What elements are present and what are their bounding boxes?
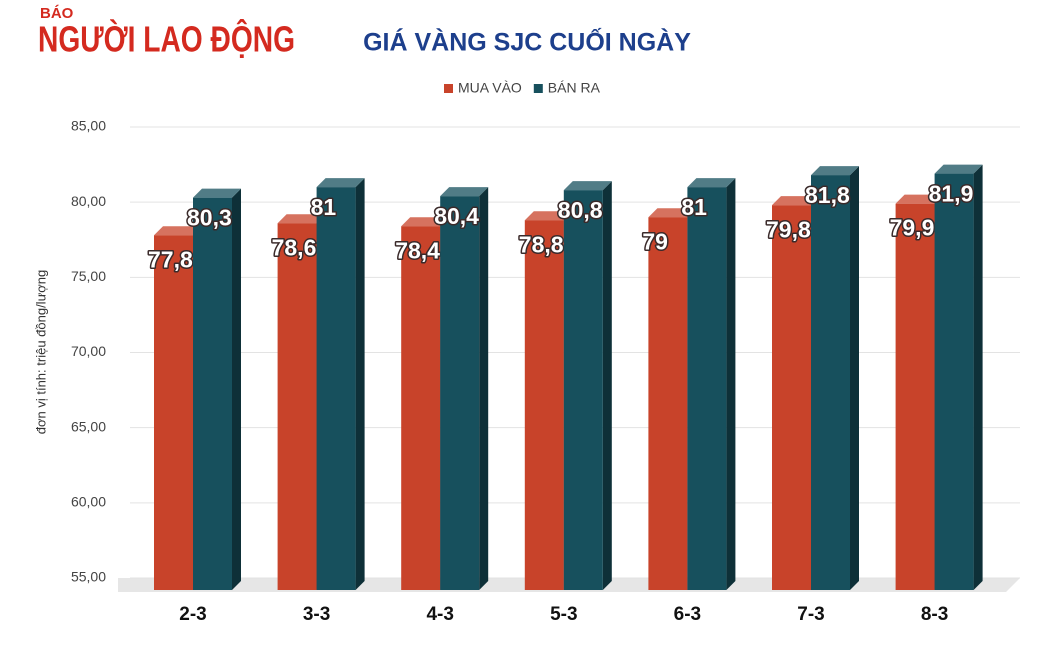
y-tick-label: 65,00 xyxy=(71,418,106,434)
value-label: 78,6 xyxy=(272,234,317,260)
bar-top xyxy=(772,196,820,206)
legend-label: BÁN RA xyxy=(548,80,601,96)
value-label: 80,8 xyxy=(558,197,603,223)
bar xyxy=(934,173,974,590)
value-label: 81,9 xyxy=(929,181,974,207)
bar xyxy=(401,226,441,590)
bar xyxy=(563,190,603,590)
bar xyxy=(772,205,811,590)
x-tick-label: 3-3 xyxy=(303,604,330,625)
bar-side xyxy=(602,181,612,590)
bar-top xyxy=(193,188,241,198)
bar xyxy=(811,175,850,590)
value-label: 81 xyxy=(681,194,707,220)
value-label: 78,4 xyxy=(395,237,440,263)
logo-small: BÁO xyxy=(40,5,74,22)
bar-top xyxy=(811,166,859,176)
x-tick-label: 5-3 xyxy=(550,604,577,625)
legend-label: MUA VÀO xyxy=(458,80,522,96)
bar xyxy=(524,220,564,590)
y-tick-label: 55,00 xyxy=(71,569,106,585)
value-label: 80,3 xyxy=(187,205,232,231)
bar-side xyxy=(355,178,365,590)
value-label: 79,8 xyxy=(766,216,811,242)
bar xyxy=(277,223,317,591)
x-tick-label: 4-3 xyxy=(426,604,453,625)
legend-swatch xyxy=(444,84,453,93)
value-label: 77,8 xyxy=(148,246,193,272)
value-label: 80,4 xyxy=(434,203,479,229)
chart-title: GIÁ VÀNG SJC CUỐI NGÀY xyxy=(363,27,691,57)
bar xyxy=(895,203,935,591)
value-label: 78,8 xyxy=(519,231,564,257)
bar-side xyxy=(726,178,736,590)
bar-side xyxy=(232,188,241,590)
x-tick-label: 8-3 xyxy=(921,604,948,625)
bar xyxy=(316,187,356,590)
bar-top xyxy=(934,164,983,174)
bar-top xyxy=(563,181,612,191)
y-tick-label: 85,00 xyxy=(71,118,106,134)
bar-top xyxy=(316,178,365,188)
y-tick-label: 80,00 xyxy=(71,193,106,209)
bar xyxy=(687,187,727,590)
bar-top xyxy=(648,208,697,218)
y-axis-label: đơn vị tính: triệu đồng/lượng xyxy=(33,270,48,435)
bar xyxy=(440,196,480,591)
bar xyxy=(648,217,688,590)
x-tick-label: 7-3 xyxy=(797,604,824,625)
y-tick-label: 60,00 xyxy=(71,494,106,510)
value-label: 81,8 xyxy=(805,182,850,208)
y-tick-label: 70,00 xyxy=(71,343,106,359)
bar-top xyxy=(440,187,489,197)
y-tick-label: 75,00 xyxy=(71,268,106,284)
bar-side xyxy=(973,164,983,590)
value-label: 81 xyxy=(311,194,337,220)
bar-top xyxy=(895,194,944,204)
bar-top xyxy=(687,178,736,188)
x-tick-label: 6-3 xyxy=(674,604,701,625)
bar-top xyxy=(524,211,573,221)
bar-top xyxy=(154,226,202,236)
value-label: 79 xyxy=(642,228,668,254)
bar-side xyxy=(850,166,859,590)
legend-swatch xyxy=(533,84,543,93)
bar-top xyxy=(277,214,326,224)
bar xyxy=(193,197,232,590)
x-tick-label: 2-3 xyxy=(179,604,206,625)
value-label: 79,9 xyxy=(890,215,935,241)
bar xyxy=(154,235,193,591)
logo-name: NGƯỜI LAO ĐỘNG xyxy=(38,18,295,60)
bar-side xyxy=(479,187,489,591)
bar-top xyxy=(401,217,450,227)
